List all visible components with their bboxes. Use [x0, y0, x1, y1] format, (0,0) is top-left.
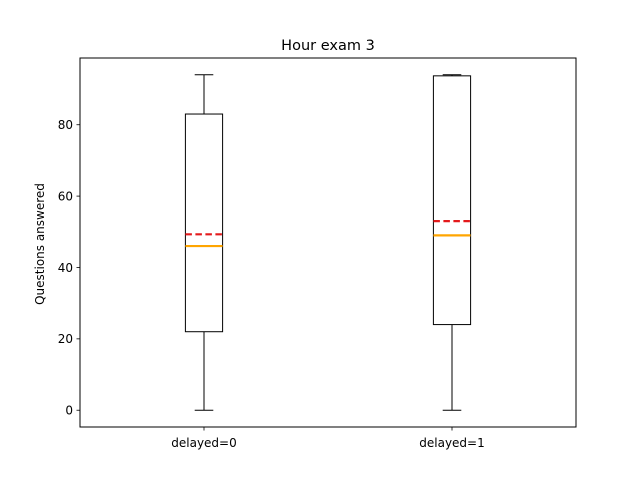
chart-title: Hour exam 3	[281, 38, 375, 54]
y-axis-label: Questions answered	[33, 183, 47, 305]
plot-area: 0 20 40 60 80 delayed=0 delayed=1	[58, 74, 485, 450]
x-tick-label: delayed=0	[171, 436, 236, 450]
x-tick-label: delayed=1	[419, 436, 484, 450]
y-tick-label: 80	[58, 118, 73, 132]
y-tick-label: 40	[58, 261, 73, 275]
y-tick-label: 20	[58, 332, 73, 346]
y-tick-label: 0	[65, 404, 73, 418]
box-group	[432, 74, 472, 411]
plot-frame	[79, 57, 577, 428]
iqr-box	[432, 75, 472, 326]
iqr-box	[184, 113, 224, 333]
y-tick-label: 60	[58, 189, 73, 203]
box-group	[184, 74, 224, 411]
